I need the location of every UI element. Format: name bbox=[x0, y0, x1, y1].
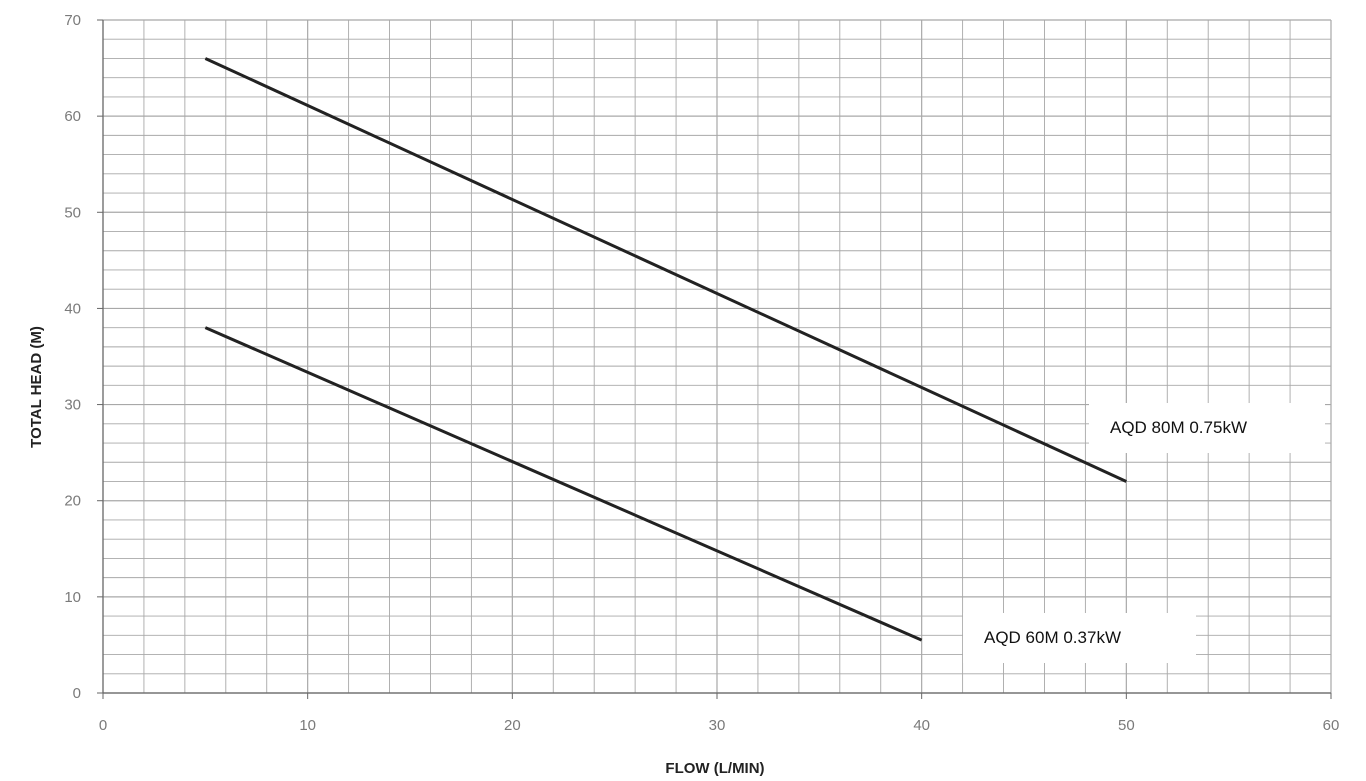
x-axis-title: FLOW (L/MIN) bbox=[665, 760, 764, 777]
series-label-box bbox=[1089, 403, 1325, 453]
tick-labels: 0 10 20 30 40 50 60 0 10 20 30 40 50 60 70 bbox=[64, 12, 1339, 734]
x-tick-label: 0 bbox=[99, 717, 107, 734]
series-label-aqd-80m: AQD 80M 0.75kW bbox=[1110, 418, 1247, 437]
series-label-aqd-60m: AQD 60M 0.37kW bbox=[984, 628, 1121, 647]
x-tick-label: 10 bbox=[299, 717, 316, 734]
y-tick-label: 30 bbox=[64, 397, 81, 414]
x-tick-label: 20 bbox=[504, 717, 521, 734]
y-tick-label: 70 bbox=[64, 12, 81, 29]
x-tick-label: 50 bbox=[1118, 717, 1135, 734]
series-line-aqd-60m bbox=[204, 326, 923, 642]
x-tick-label: 30 bbox=[709, 717, 726, 734]
series-label-box bbox=[963, 613, 1196, 663]
y-tick-label: 40 bbox=[64, 300, 81, 317]
y-tick-label: 10 bbox=[64, 589, 81, 606]
y-tick-label: 50 bbox=[64, 204, 81, 221]
x-tick-label: 40 bbox=[913, 717, 930, 734]
axes bbox=[97, 19, 1332, 699]
y-tick-label: 0 bbox=[73, 685, 81, 702]
y-tick-label: 60 bbox=[64, 108, 81, 125]
series-labels: AQD 80M 0.75kW AQD 60M 0.37kW bbox=[963, 403, 1325, 663]
y-tick-label: 20 bbox=[64, 493, 81, 510]
grid bbox=[102, 19, 1332, 694]
series-line-aqd-80m bbox=[204, 57, 1127, 483]
series-lines bbox=[204, 57, 1127, 642]
y-axis-title: TOTAL HEAD (M) bbox=[28, 326, 45, 448]
x-tick-label: 60 bbox=[1323, 717, 1340, 734]
